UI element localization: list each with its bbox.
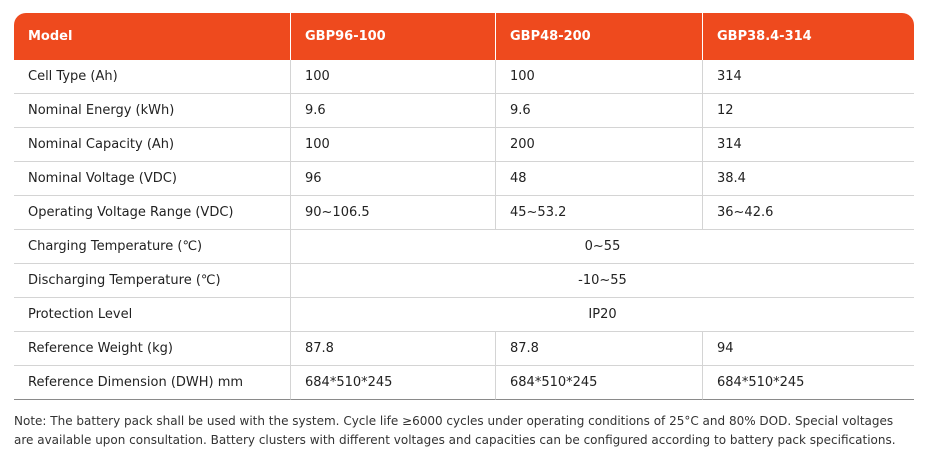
value-gbp38-4-314: 314 <box>703 60 914 94</box>
row-nominal-voltage: Nominal Voltage (VDC) 96 48 38.4 <box>14 162 914 196</box>
value-gbp96-100: 100 <box>291 60 496 94</box>
value-gbp48-200: 9.6 <box>496 94 703 128</box>
row-label: Nominal Energy (kWh) <box>14 94 291 128</box>
row-label: Protection Level <box>14 298 291 332</box>
value-gbp38-4-314: 12 <box>703 94 914 128</box>
merged-value: IP20 <box>291 298 914 332</box>
row-reference-dimension: Reference Dimension (DWH) mm 684*510*245… <box>14 366 914 400</box>
value-gbp96-100: 684*510*245 <box>291 366 496 400</box>
merged-value: 0~55 <box>291 230 914 264</box>
row-cell-type: Cell Type (Ah) 100 100 314 <box>14 60 914 94</box>
value-gbp48-200: 200 <box>496 128 703 162</box>
value-gbp48-200: 48 <box>496 162 703 196</box>
row-label: Nominal Voltage (VDC) <box>14 162 291 196</box>
row-label: Discharging Temperature (℃) <box>14 264 291 298</box>
row-nominal-energy: Nominal Energy (kWh) 9.6 9.6 12 <box>14 94 914 128</box>
header-gbp96-100: GBP96-100 <box>291 13 496 60</box>
row-label: Operating Voltage Range (VDC) <box>14 196 291 230</box>
row-label: Nominal Capacity (Ah) <box>14 128 291 162</box>
value-gbp96-100: 90~106.5 <box>291 196 496 230</box>
row-charging-temperature: Charging Temperature (℃) 0~55 <box>14 230 914 264</box>
value-gbp38-4-314: 38.4 <box>703 162 914 196</box>
value-gbp38-4-314: 684*510*245 <box>703 366 914 400</box>
value-gbp96-100: 87.8 <box>291 332 496 366</box>
header-row: Model GBP96-100 GBP48-200 GBP38.4-314 <box>14 13 914 60</box>
value-gbp96-100: 9.6 <box>291 94 496 128</box>
row-label: Charging Temperature (℃) <box>14 230 291 264</box>
row-protection-level: Protection Level IP20 <box>14 298 914 332</box>
value-gbp48-200: 45~53.2 <box>496 196 703 230</box>
row-label: Reference Dimension (DWH) mm <box>14 366 291 400</box>
value-gbp48-200: 100 <box>496 60 703 94</box>
value-gbp96-100: 96 <box>291 162 496 196</box>
row-reference-weight: Reference Weight (kg) 87.8 87.8 94 <box>14 332 914 366</box>
value-gbp38-4-314: 314 <box>703 128 914 162</box>
spec-table: Model GBP96-100 GBP48-200 GBP38.4-314 Ce… <box>14 13 914 400</box>
header-gbp48-200: GBP48-200 <box>496 13 703 60</box>
header-gbp38-4-314: GBP38.4-314 <box>703 13 914 60</box>
row-discharging-temperature: Discharging Temperature (℃) -10~55 <box>14 264 914 298</box>
row-label: Cell Type (Ah) <box>14 60 291 94</box>
value-gbp96-100: 100 <box>291 128 496 162</box>
row-nominal-capacity: Nominal Capacity (Ah) 100 200 314 <box>14 128 914 162</box>
row-operating-voltage-range: Operating Voltage Range (VDC) 90~106.5 4… <box>14 196 914 230</box>
footnote: Note: The battery pack shall be used wit… <box>14 414 896 447</box>
value-gbp38-4-314: 36~42.6 <box>703 196 914 230</box>
value-gbp48-200: 87.8 <box>496 332 703 366</box>
merged-value: -10~55 <box>291 264 914 298</box>
row-label: Reference Weight (kg) <box>14 332 291 366</box>
value-gbp38-4-314: 94 <box>703 332 914 366</box>
header-model: Model <box>14 13 291 60</box>
value-gbp48-200: 684*510*245 <box>496 366 703 400</box>
